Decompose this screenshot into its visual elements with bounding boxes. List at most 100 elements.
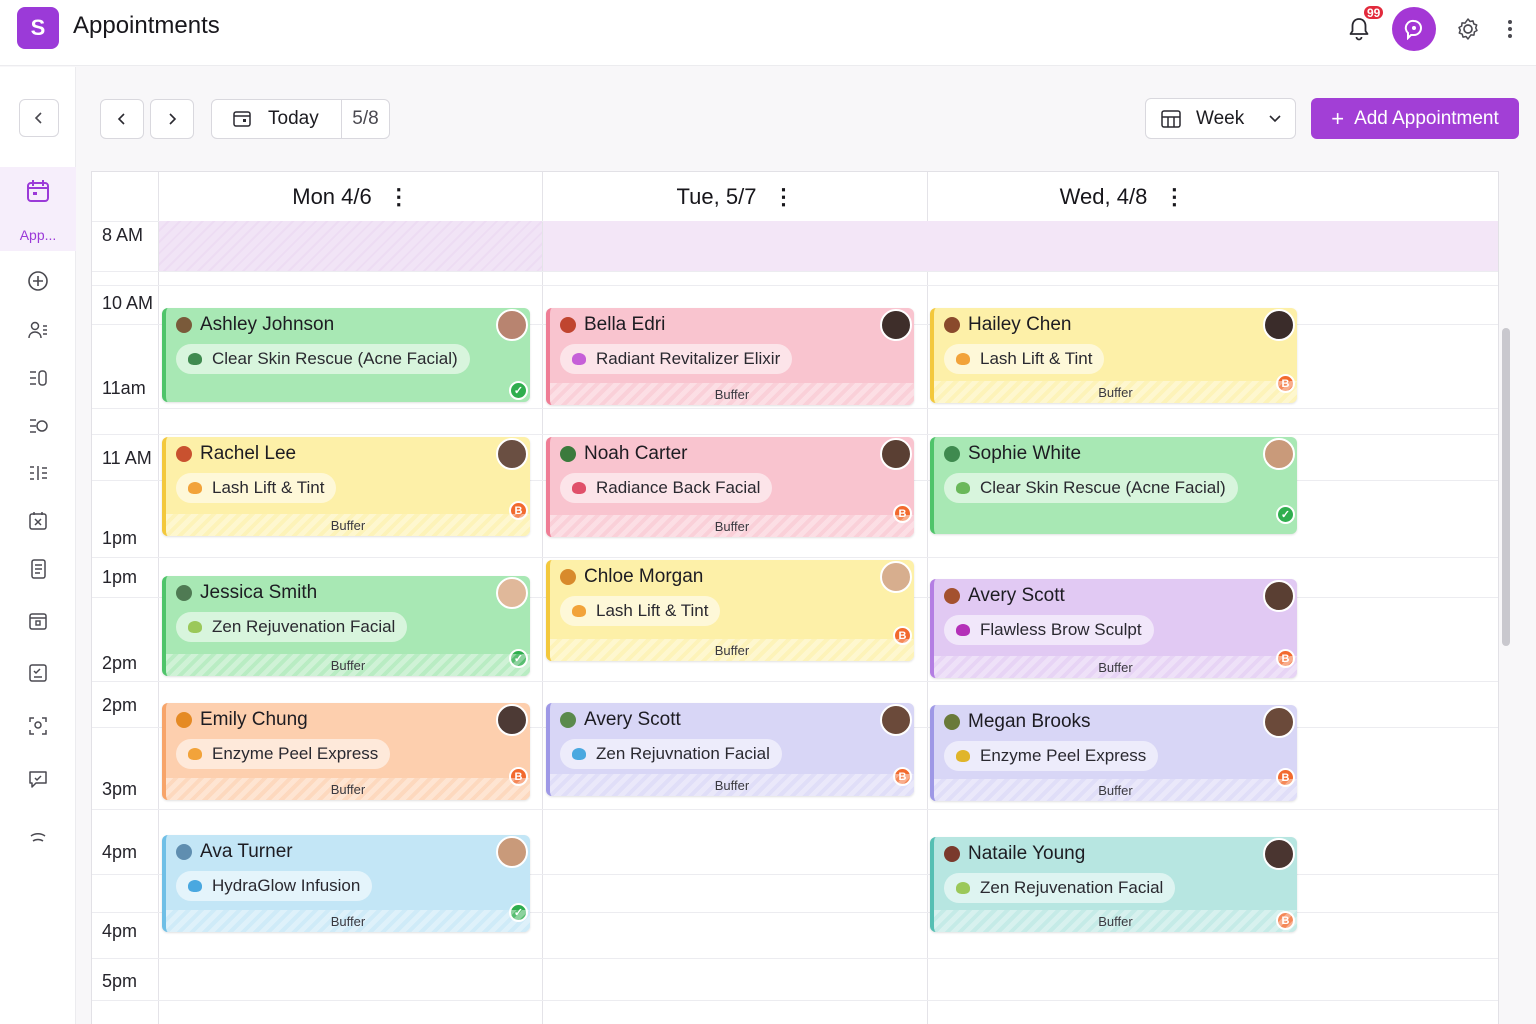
messages-icon[interactable] (24, 765, 52, 793)
blocked-time-slot[interactable] (543, 221, 1498, 271)
status-done-icon: ✓ (1276, 505, 1295, 524)
client-icon (944, 446, 960, 462)
appointment-card[interactable]: Ashley Johnson Clear Skin Rescue (Acne F… (162, 308, 530, 402)
client-name: Rachel Lee (200, 443, 297, 464)
service-name: Zen Rejuvnation Facial (596, 744, 770, 763)
document-icon[interactable] (24, 555, 52, 583)
time-label: 1pm (102, 567, 138, 587)
client-avatar[interactable] (880, 309, 912, 341)
today-label: Today (268, 108, 319, 129)
time-label: 10 AM (102, 293, 154, 313)
services-icon[interactable] (24, 412, 52, 440)
appointment-card[interactable]: Nataile Young Zen Rejuvenation Facial B … (930, 837, 1297, 932)
today-button[interactable]: Today (212, 100, 342, 138)
more-menu-icon[interactable] (24, 825, 52, 853)
service-icon (188, 880, 202, 892)
add-appointment-button[interactable]: + Add Appointment (1311, 98, 1519, 139)
more-options-icon[interactable] (1500, 16, 1520, 42)
service-icon (188, 621, 202, 633)
day-header-mon[interactable]: Mon 4/6 ⋮ (159, 172, 542, 221)
day-header-tue[interactable]: Tue, 5/7 ⋮ (543, 172, 927, 221)
appointment-card[interactable]: Hailey Chen Lash Lift & Tint B Buffer (930, 308, 1297, 403)
calendar-icon[interactable] (24, 177, 52, 205)
service-name: Clear Skin Rescue (Acne Facial) (212, 349, 458, 368)
status-done-icon: ✓ (509, 649, 528, 668)
service-name: Clear Skin Rescue (Acne Facial) (980, 478, 1226, 497)
sidebar: App... (0, 67, 76, 1024)
client-avatar[interactable] (880, 438, 912, 470)
previous-week-button[interactable] (100, 99, 144, 139)
client-avatar[interactable] (880, 704, 912, 736)
team-icon[interactable] (24, 712, 52, 740)
blocked-time-slot[interactable] (159, 221, 542, 271)
client-icon (176, 712, 192, 728)
client-avatar[interactable] (496, 309, 528, 341)
status-pending-icon: B (509, 501, 528, 520)
user-avatar[interactable] (1392, 7, 1436, 51)
buffer-label: Buffer (550, 774, 914, 796)
buffer-label: Buffer (550, 639, 914, 661)
client-avatar[interactable] (1263, 438, 1295, 470)
collapse-sidebar-button[interactable] (19, 99, 59, 137)
day-menu-icon[interactable]: ⋮ (387, 183, 410, 209)
time-label: 2pm (102, 695, 138, 715)
day-header-wed[interactable]: Wed, 4/8 ⋮ (928, 172, 1316, 221)
appointment-card[interactable]: Noah Carter Radiance Back Facial B Buffe… (546, 437, 914, 537)
clients-icon[interactable] (24, 316, 52, 344)
client-avatar[interactable] (880, 561, 912, 593)
appointment-card[interactable]: Jessica Smith Zen Rejuvenation Facial ✓ … (162, 576, 530, 676)
client-avatar[interactable] (1263, 580, 1295, 612)
client-icon (944, 846, 960, 862)
sidebar-item-appointments[interactable] (0, 167, 76, 251)
appointment-card[interactable]: Sophie White Clear Skin Rescue (Acne Fac… (930, 437, 1297, 534)
register-icon[interactable] (24, 607, 52, 635)
service-icon (572, 748, 586, 760)
client-avatar[interactable] (1263, 309, 1295, 341)
filters-icon[interactable] (24, 459, 52, 487)
appointment-card[interactable]: Emily Chung Enzyme Peel Express B Buffer (162, 703, 530, 800)
appointment-card[interactable]: Ava Turner HydraGlow Infusion ✓ Buffer (162, 835, 530, 932)
appointment-card[interactable]: Rachel Lee Lash Lift & Tint B Buffer (162, 437, 530, 536)
appointment-card[interactable]: Avery Scott Flawless Brow Sculpt B Buffe… (930, 579, 1297, 678)
client-avatar[interactable] (496, 577, 528, 609)
appointment-card[interactable]: Chloe Morgan Lash Lift & Tint B Buffer (546, 560, 914, 661)
day-menu-icon[interactable]: ⋮ (772, 183, 794, 209)
client-avatar[interactable] (1263, 706, 1295, 738)
client-avatar[interactable] (496, 704, 528, 736)
calendar-scrollbar-thumb[interactable] (1502, 328, 1510, 646)
client-icon (560, 446, 576, 462)
gear-icon[interactable] (1455, 16, 1481, 42)
client-name: Ashley Johnson (200, 314, 335, 335)
view-select[interactable]: Week (1145, 98, 1296, 139)
day-menu-icon[interactable]: ⋮ (1163, 183, 1185, 209)
bell-icon[interactable] (1344, 14, 1374, 44)
today-control: Today 5/8 (211, 99, 390, 139)
service-name: Zen Rejuvenation Facial (212, 617, 396, 636)
plus-icon: + (1331, 105, 1345, 131)
appointment-card[interactable]: Megan Brooks Enzyme Peel Express B Buffe… (930, 705, 1297, 801)
client-name: Noah Carter (584, 443, 688, 464)
service-name: Enzyme Peel Express (980, 746, 1147, 765)
client-avatar[interactable] (496, 438, 528, 470)
client-avatar[interactable] (496, 836, 528, 868)
client-name: Chloe Morgan (584, 566, 704, 587)
client-icon (176, 585, 192, 601)
buffer-label: Buffer (166, 910, 530, 932)
appointment-card[interactable]: Bella Edri Radiant Revitalizer Elixir Bu… (546, 308, 914, 405)
time-label: 8 AM (102, 225, 144, 245)
service-icon (956, 882, 970, 894)
client-avatar[interactable] (1263, 838, 1295, 870)
next-week-button[interactable] (150, 99, 194, 139)
reports-icon[interactable] (24, 659, 52, 687)
cancel-box-icon[interactable] (24, 507, 52, 535)
time-label: 4pm (102, 842, 138, 862)
grid-view-icon (1161, 109, 1181, 128)
staff-icon[interactable] (24, 364, 52, 392)
status-done-icon: ✓ (509, 903, 528, 922)
service-icon (572, 353, 586, 365)
notification-badge: 99 (1362, 4, 1386, 21)
add-circle-icon[interactable] (24, 267, 52, 295)
appointment-card[interactable]: Avery Scott Zen Rejuvnation Facial B Buf… (546, 703, 914, 796)
service-icon (956, 750, 970, 762)
app-logo[interactable]: S (17, 7, 59, 49)
